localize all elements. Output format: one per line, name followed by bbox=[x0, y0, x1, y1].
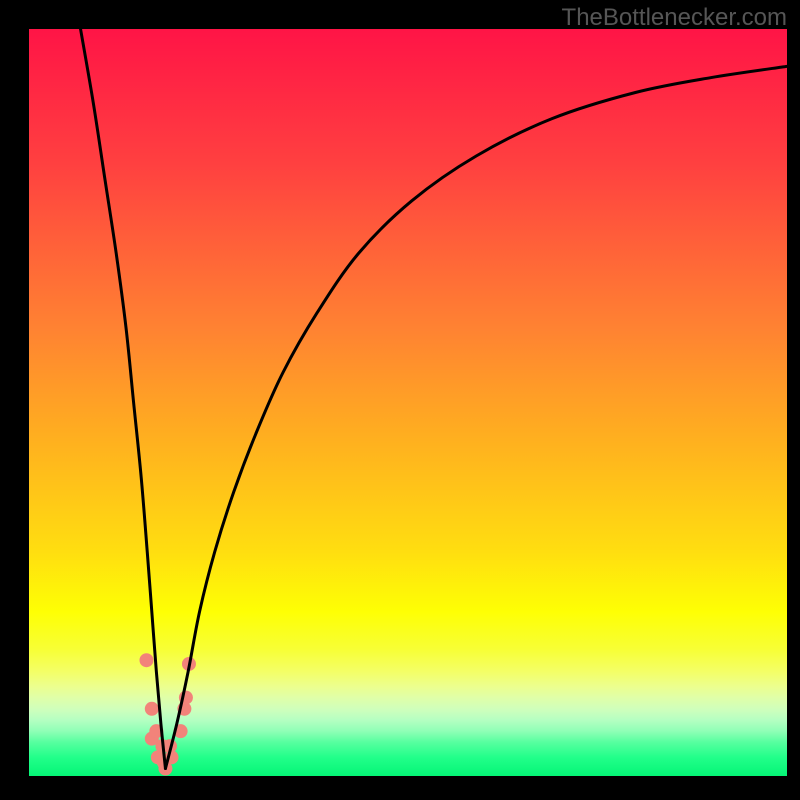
chart-svg bbox=[29, 29, 787, 776]
chart-container: TheBottlenecker.com bbox=[0, 0, 800, 800]
scatter-point bbox=[145, 702, 159, 716]
watermark-text: TheBottlenecker.com bbox=[562, 4, 787, 32]
plot-area bbox=[29, 29, 787, 776]
curve-right-branch bbox=[165, 66, 787, 768]
scatter-point bbox=[139, 653, 153, 667]
